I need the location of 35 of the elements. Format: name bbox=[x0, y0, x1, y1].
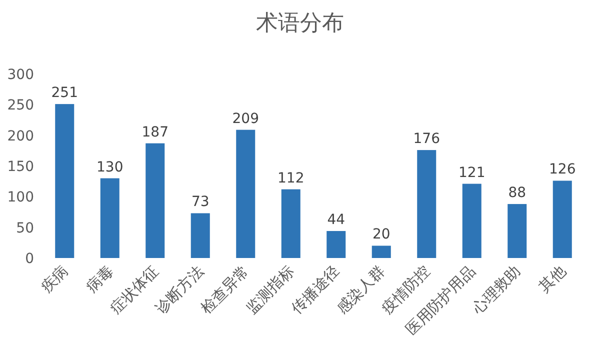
data-label: 112 bbox=[278, 170, 304, 186]
bar bbox=[55, 104, 74, 258]
y-tick-label: 50 bbox=[16, 220, 34, 236]
data-label: 251 bbox=[51, 85, 78, 102]
y-tick-label: 100 bbox=[7, 190, 34, 206]
data-label: 209 bbox=[232, 110, 259, 127]
data-label: 126 bbox=[549, 162, 576, 178]
data-label: 130 bbox=[96, 159, 124, 176]
data-label: 20 bbox=[372, 226, 390, 243]
bar bbox=[236, 130, 256, 258]
bar bbox=[146, 143, 165, 258]
x-tick-label: 病毒 bbox=[82, 262, 117, 296]
data-label: 121 bbox=[458, 164, 486, 181]
data-label: 88 bbox=[508, 185, 526, 202]
bar bbox=[462, 184, 482, 258]
data-label: 187 bbox=[142, 124, 168, 140]
bar bbox=[417, 150, 436, 258]
y-tick-label: 300 bbox=[7, 67, 34, 83]
y-tick-label: 200 bbox=[7, 128, 34, 144]
x-tick-label: 其他 bbox=[535, 262, 570, 296]
bar bbox=[190, 213, 210, 258]
bar bbox=[372, 246, 391, 258]
chart-title: 术语分布 bbox=[256, 11, 344, 36]
bar bbox=[552, 180, 572, 258]
bar bbox=[508, 204, 527, 258]
data-label: 73 bbox=[191, 194, 210, 210]
y-tick-label: 250 bbox=[7, 98, 34, 114]
y-tick-label: 0 bbox=[25, 251, 34, 267]
y-tick-label: 150 bbox=[7, 159, 34, 175]
bar bbox=[100, 178, 120, 258]
data-label: 44 bbox=[327, 212, 346, 228]
x-tick-label: 疾病 bbox=[38, 262, 72, 296]
data-label: 176 bbox=[413, 131, 440, 148]
bar bbox=[281, 189, 300, 258]
bar bbox=[326, 231, 346, 258]
